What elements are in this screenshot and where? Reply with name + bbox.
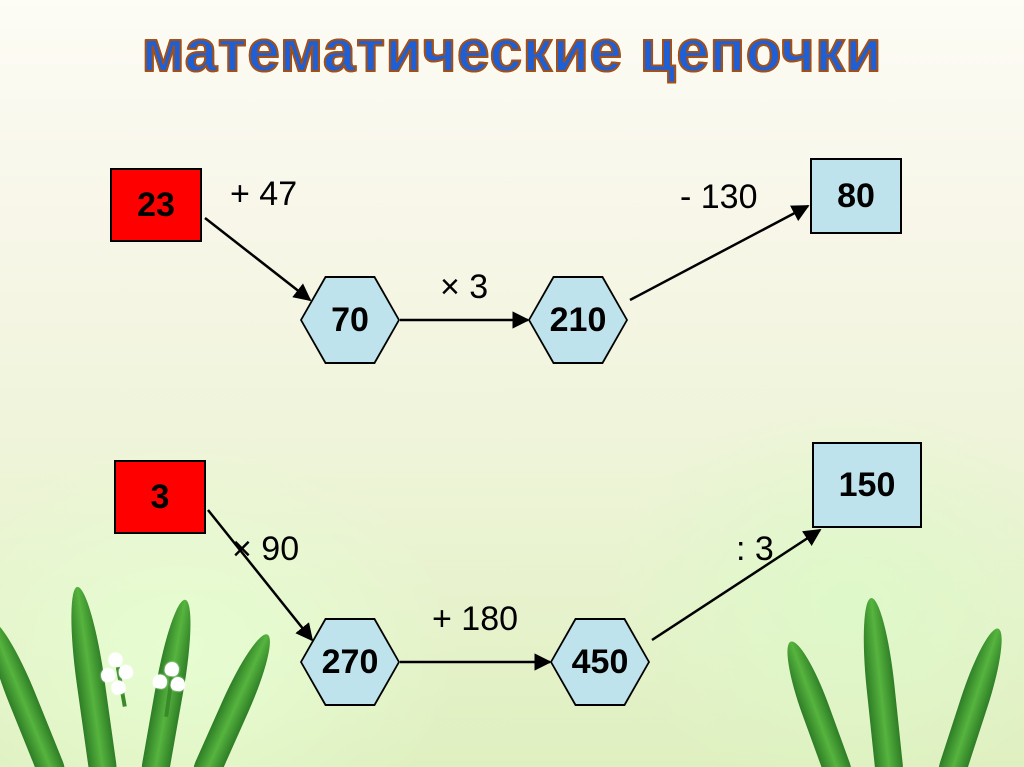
slide-title: математические цепочки <box>0 18 1024 85</box>
chain2-hex1-value: 270 <box>322 643 379 682</box>
chain2-end-value: 150 <box>839 466 896 505</box>
chain2-hex2: 450 <box>550 618 650 706</box>
chain1-hex2-value: 210 <box>550 301 607 340</box>
chain2-op1: × 90 <box>232 530 299 569</box>
chain1-op1: + 47 <box>230 175 297 214</box>
chain2-start-value: 3 <box>151 478 170 517</box>
chain2-op2: + 180 <box>432 600 518 639</box>
chain2-op3: : 3 <box>736 530 774 569</box>
chain1-hex1-value: 70 <box>331 301 369 340</box>
chain1-start-value: 23 <box>137 186 175 225</box>
chain1-end-value: 80 <box>837 177 875 216</box>
chain2-end-box: 150 <box>812 442 922 528</box>
chain1-op3: - 130 <box>680 178 758 217</box>
arrows-layer <box>0 0 1024 767</box>
chain2-hex1: 270 <box>300 618 400 706</box>
chain1-hex2: 210 <box>528 276 628 364</box>
chain1-op2: × 3 <box>440 268 488 307</box>
chain2-hex2-value: 450 <box>572 643 629 682</box>
chain2-start-box: 3 <box>114 460 206 534</box>
chain1-start-box: 23 <box>110 168 202 242</box>
slide-stage: математические цепочки 23 + 47 70 × 3 21… <box>0 0 1024 767</box>
chain1-hex1: 70 <box>300 276 400 364</box>
chain1-end-box: 80 <box>810 158 902 234</box>
